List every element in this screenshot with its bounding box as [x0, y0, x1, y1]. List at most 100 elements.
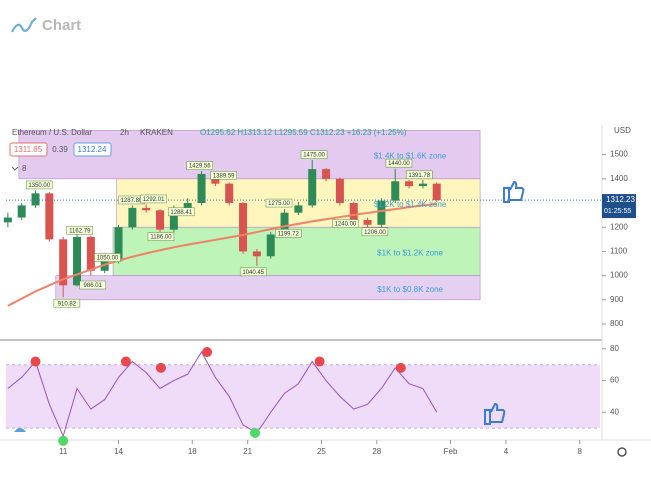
price-annotation: 1162.79: [69, 228, 91, 234]
x-tick-label: 8: [577, 447, 582, 456]
price-annotation-box: [265, 198, 293, 208]
symbol: Ethereum / U.S. Dollar: [12, 128, 92, 137]
indicator-count: 8: [22, 164, 27, 173]
price-annotation: 1350.00: [28, 183, 50, 189]
rsi-line: [7, 351, 438, 438]
price-annotation: 1287.80: [121, 198, 143, 204]
candle-body: [363, 219, 372, 225]
candle-body: [239, 203, 248, 252]
rsi-signal: [395, 362, 406, 373]
spread: 0.39: [52, 145, 68, 154]
x-tick-label: Feb: [444, 447, 458, 456]
rsi-signal: [314, 356, 325, 367]
logo: Chart: [42, 17, 81, 34]
candle-body: [169, 207, 178, 230]
candle-body: [349, 203, 358, 220]
price-annotation: 1440.00: [388, 161, 410, 167]
price-annotation: 1275.00: [268, 201, 290, 207]
candle-body: [183, 203, 192, 208]
candle-body: [405, 181, 414, 187]
price-annotation-box: [25, 180, 53, 190]
price-annotation: 1050.00: [97, 256, 119, 262]
x-tick-label: 21: [243, 447, 252, 456]
y-tick-label: 80: [610, 344, 619, 353]
candle-body: [266, 234, 275, 257]
price-annotation-box: [94, 253, 121, 262]
candle-body: [142, 207, 151, 211]
candle-body: [17, 205, 26, 218]
candle-body: [294, 205, 303, 213]
y-tick-label: 800: [610, 319, 624, 328]
bid-box: [9, 142, 48, 157]
price-annotation: 1288.41: [170, 210, 192, 216]
price-annotation-box: [239, 267, 267, 277]
candle-body: [197, 173, 206, 204]
price-annotation: 1475.00: [303, 153, 325, 159]
y-tick-label: 1100: [610, 247, 628, 256]
candle-body: [156, 210, 165, 230]
y-tick-label: 1000: [610, 271, 628, 280]
candle-body: [31, 193, 40, 206]
price-annotation-box: [361, 227, 389, 237]
ohlc: O1295.62 H1313.12 L1295.59 C1312.23 +16.…: [200, 128, 407, 137]
price-annotation: 910.82: [58, 301, 77, 307]
price-annotation: 1206.00: [364, 230, 386, 236]
price-annotation-box: [53, 298, 81, 308]
price-annotation-box: [140, 194, 167, 204]
x-tick-label: 14: [114, 447, 123, 456]
zone: [55, 275, 481, 301]
settings-icon[interactable]: [617, 447, 627, 457]
price-annotation-box: [66, 225, 94, 235]
price-annotation-box: [300, 150, 328, 159]
exchange: KRAKEN: [140, 128, 173, 137]
countdown: 01:25:55: [604, 208, 631, 215]
x-tick-label: 4: [504, 447, 509, 456]
x-tick-label: 25: [317, 447, 326, 456]
y-tick-label: 1200: [610, 222, 628, 231]
last-price: 1312.23: [606, 195, 635, 204]
candle-body: [73, 236, 82, 286]
price-annotation: 1040.45: [242, 270, 264, 276]
rsi-band: [6, 364, 600, 429]
rsi-signal: [250, 427, 261, 438]
price-annotation: 1199.72: [278, 231, 300, 237]
price-annotation-box: [210, 171, 237, 180]
candle-body: [3, 217, 12, 223]
price-annotation-box: [186, 161, 213, 170]
collapse-icon[interactable]: [11, 166, 19, 171]
price-annotation-box: [274, 229, 302, 238]
price-annotation: 1186.00: [150, 235, 172, 241]
candle-body: [280, 212, 289, 235]
x-tick-label: 11: [59, 447, 68, 456]
ask-box: [73, 142, 112, 157]
zone-label: $1K to $1.2K zone: [377, 249, 443, 258]
candle-body: [225, 183, 234, 204]
last-price-tag: [602, 194, 636, 219]
currency: USD: [614, 126, 631, 135]
zone-label: $1.4K to $1.6K zone: [374, 152, 447, 161]
candle-body: [377, 200, 386, 225]
candle-body: [59, 239, 68, 286]
x-tick-label: 28: [372, 447, 381, 456]
logo-icon: [11, 17, 37, 33]
price-annotation-box: [332, 219, 359, 228]
y-tick-label: 1400: [610, 174, 628, 183]
candle-body: [252, 251, 261, 257]
y-tick-label: 40: [610, 407, 619, 416]
candle-body: [322, 169, 331, 179]
rsi-signal: [58, 435, 69, 446]
y-tick-label: 1500: [610, 150, 628, 159]
bid: 1311.85: [14, 145, 43, 154]
toolbar-icon[interactable]: [14, 428, 26, 432]
price-annotation: 1389.59: [213, 173, 235, 179]
price-annotation: 1292.01: [143, 197, 165, 203]
interval: 2h: [120, 128, 129, 137]
price-annotation-box: [167, 207, 195, 217]
price-annotation: 1240.00: [335, 222, 357, 228]
candle-body: [100, 261, 109, 271]
candle-body: [308, 169, 317, 206]
candle-body: [86, 236, 95, 271]
y-tick-label: 60: [610, 376, 619, 385]
price-annotation: 1391.78: [408, 173, 430, 179]
